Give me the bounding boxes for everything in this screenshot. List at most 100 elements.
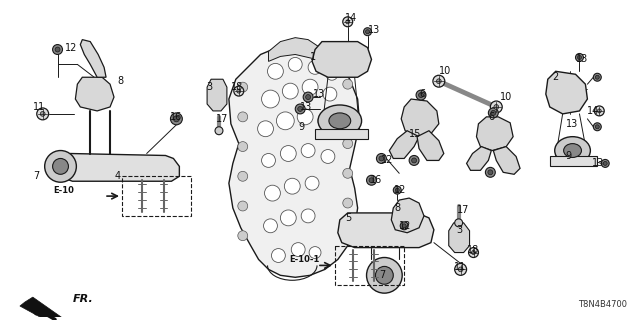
Circle shape — [494, 105, 499, 109]
Circle shape — [291, 243, 305, 257]
Circle shape — [298, 107, 303, 111]
Bar — [122, 176, 191, 216]
Text: 11: 11 — [454, 262, 466, 272]
Circle shape — [173, 116, 179, 122]
Text: 10: 10 — [500, 92, 513, 102]
Text: 16: 16 — [170, 112, 182, 122]
Circle shape — [369, 178, 374, 183]
Circle shape — [306, 95, 310, 100]
Text: 13: 13 — [300, 102, 312, 112]
Circle shape — [237, 89, 241, 93]
Circle shape — [433, 75, 445, 87]
Circle shape — [323, 87, 337, 101]
Circle shape — [318, 114, 332, 128]
Text: 13: 13 — [313, 89, 325, 99]
Ellipse shape — [52, 158, 68, 174]
Circle shape — [394, 186, 401, 194]
Circle shape — [468, 248, 479, 258]
Circle shape — [400, 222, 408, 230]
Polygon shape — [467, 147, 492, 170]
Circle shape — [264, 185, 280, 201]
Text: 13: 13 — [566, 119, 578, 129]
Circle shape — [271, 249, 285, 262]
Circle shape — [36, 108, 49, 120]
Circle shape — [238, 112, 248, 122]
Text: 14: 14 — [345, 13, 357, 23]
Text: 6: 6 — [488, 112, 495, 122]
Circle shape — [268, 63, 284, 79]
Circle shape — [367, 175, 376, 185]
Circle shape — [321, 149, 335, 164]
Circle shape — [170, 113, 182, 125]
Circle shape — [376, 154, 387, 164]
Polygon shape — [312, 42, 371, 77]
Circle shape — [419, 92, 424, 98]
Circle shape — [577, 55, 582, 60]
Text: 14: 14 — [588, 106, 600, 116]
Polygon shape — [338, 213, 434, 248]
Text: 3: 3 — [457, 225, 463, 235]
Circle shape — [238, 142, 248, 152]
Polygon shape — [315, 129, 367, 139]
Text: T8N4B4700: T8N4B4700 — [578, 300, 627, 309]
Circle shape — [343, 17, 353, 27]
Circle shape — [295, 104, 305, 114]
Polygon shape — [449, 223, 470, 252]
Circle shape — [238, 201, 248, 211]
Circle shape — [343, 79, 353, 89]
Circle shape — [485, 167, 495, 177]
Polygon shape — [493, 147, 520, 174]
Circle shape — [343, 139, 353, 148]
Circle shape — [458, 267, 463, 272]
Circle shape — [343, 168, 353, 178]
Polygon shape — [81, 40, 106, 77]
Circle shape — [238, 171, 248, 181]
Circle shape — [595, 75, 599, 79]
Circle shape — [436, 79, 441, 84]
Text: 7: 7 — [380, 270, 386, 280]
Text: 13: 13 — [575, 54, 588, 64]
Text: 13: 13 — [367, 25, 380, 35]
Circle shape — [343, 228, 353, 238]
Ellipse shape — [564, 144, 582, 157]
Circle shape — [402, 224, 406, 228]
Text: 18: 18 — [467, 244, 479, 255]
Circle shape — [282, 83, 298, 99]
Circle shape — [276, 112, 294, 130]
Polygon shape — [417, 131, 444, 160]
Text: 8: 8 — [117, 76, 123, 86]
Circle shape — [309, 247, 321, 259]
Circle shape — [305, 176, 319, 190]
Text: E-10-1: E-10-1 — [290, 255, 320, 264]
Polygon shape — [389, 131, 419, 158]
Polygon shape — [76, 77, 114, 111]
Circle shape — [379, 156, 384, 161]
Polygon shape — [269, 38, 330, 61]
Circle shape — [284, 178, 300, 194]
Circle shape — [301, 144, 315, 157]
Circle shape — [238, 231, 248, 241]
Polygon shape — [476, 117, 513, 150]
Circle shape — [297, 109, 313, 125]
Polygon shape — [207, 79, 227, 111]
Circle shape — [343, 198, 353, 208]
Text: 18: 18 — [231, 82, 243, 92]
Circle shape — [604, 161, 607, 165]
Polygon shape — [229, 48, 360, 277]
Text: 11: 11 — [33, 102, 45, 112]
Circle shape — [488, 170, 493, 175]
Circle shape — [280, 210, 296, 226]
Ellipse shape — [367, 258, 402, 293]
Circle shape — [326, 68, 338, 80]
Circle shape — [472, 251, 476, 254]
Text: 15: 15 — [409, 129, 422, 139]
Polygon shape — [391, 198, 424, 233]
Circle shape — [365, 30, 369, 34]
Text: FR.: FR. — [72, 294, 93, 304]
Circle shape — [396, 188, 399, 192]
Ellipse shape — [376, 267, 394, 284]
Circle shape — [595, 125, 599, 129]
Circle shape — [412, 158, 417, 163]
Bar — [335, 246, 404, 285]
Circle shape — [491, 110, 496, 116]
